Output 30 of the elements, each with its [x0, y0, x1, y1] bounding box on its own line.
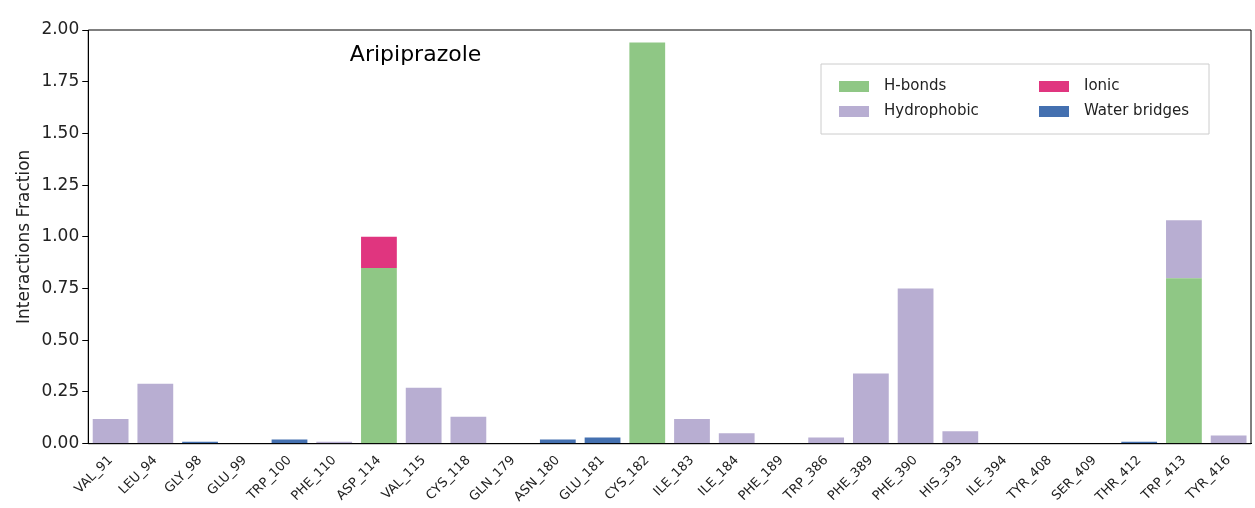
bar: [942, 431, 979, 444]
bar: [405, 387, 442, 444]
bar: [718, 433, 755, 444]
y-tick-label: 1.75: [41, 70, 80, 91]
legend-label: H-bonds: [884, 75, 947, 94]
bar: [1166, 278, 1202, 444]
bar: [450, 416, 487, 444]
y-tick-label: 1.25: [41, 173, 80, 194]
bar: [361, 236, 397, 268]
y-tick-label: 2.00: [41, 18, 80, 39]
bar: [897, 288, 934, 444]
bar: [629, 42, 666, 444]
legend-label: Ionic: [1084, 75, 1120, 94]
bar: [137, 383, 174, 444]
y-axis-title: Interactions Fraction: [12, 149, 33, 325]
bar: [1166, 220, 1202, 279]
legend-label: Hydrophobic: [884, 100, 979, 119]
bar: [1210, 435, 1247, 444]
text: Aripiprazole: [349, 40, 482, 66]
y-tick-label: 1.50: [41, 121, 80, 142]
legend-label: Water bridges: [1084, 100, 1190, 119]
bar: [852, 373, 889, 444]
y-tick-label: 0.25: [41, 380, 80, 401]
y-tick-label: 1.00: [41, 225, 80, 246]
bar: [92, 418, 129, 444]
y-tick-label: 0.00: [41, 432, 80, 453]
bar: [674, 418, 710, 444]
y-tick-label: 0.75: [41, 276, 80, 297]
bar: [361, 267, 397, 444]
y-tick-label: 0.50: [41, 328, 80, 349]
